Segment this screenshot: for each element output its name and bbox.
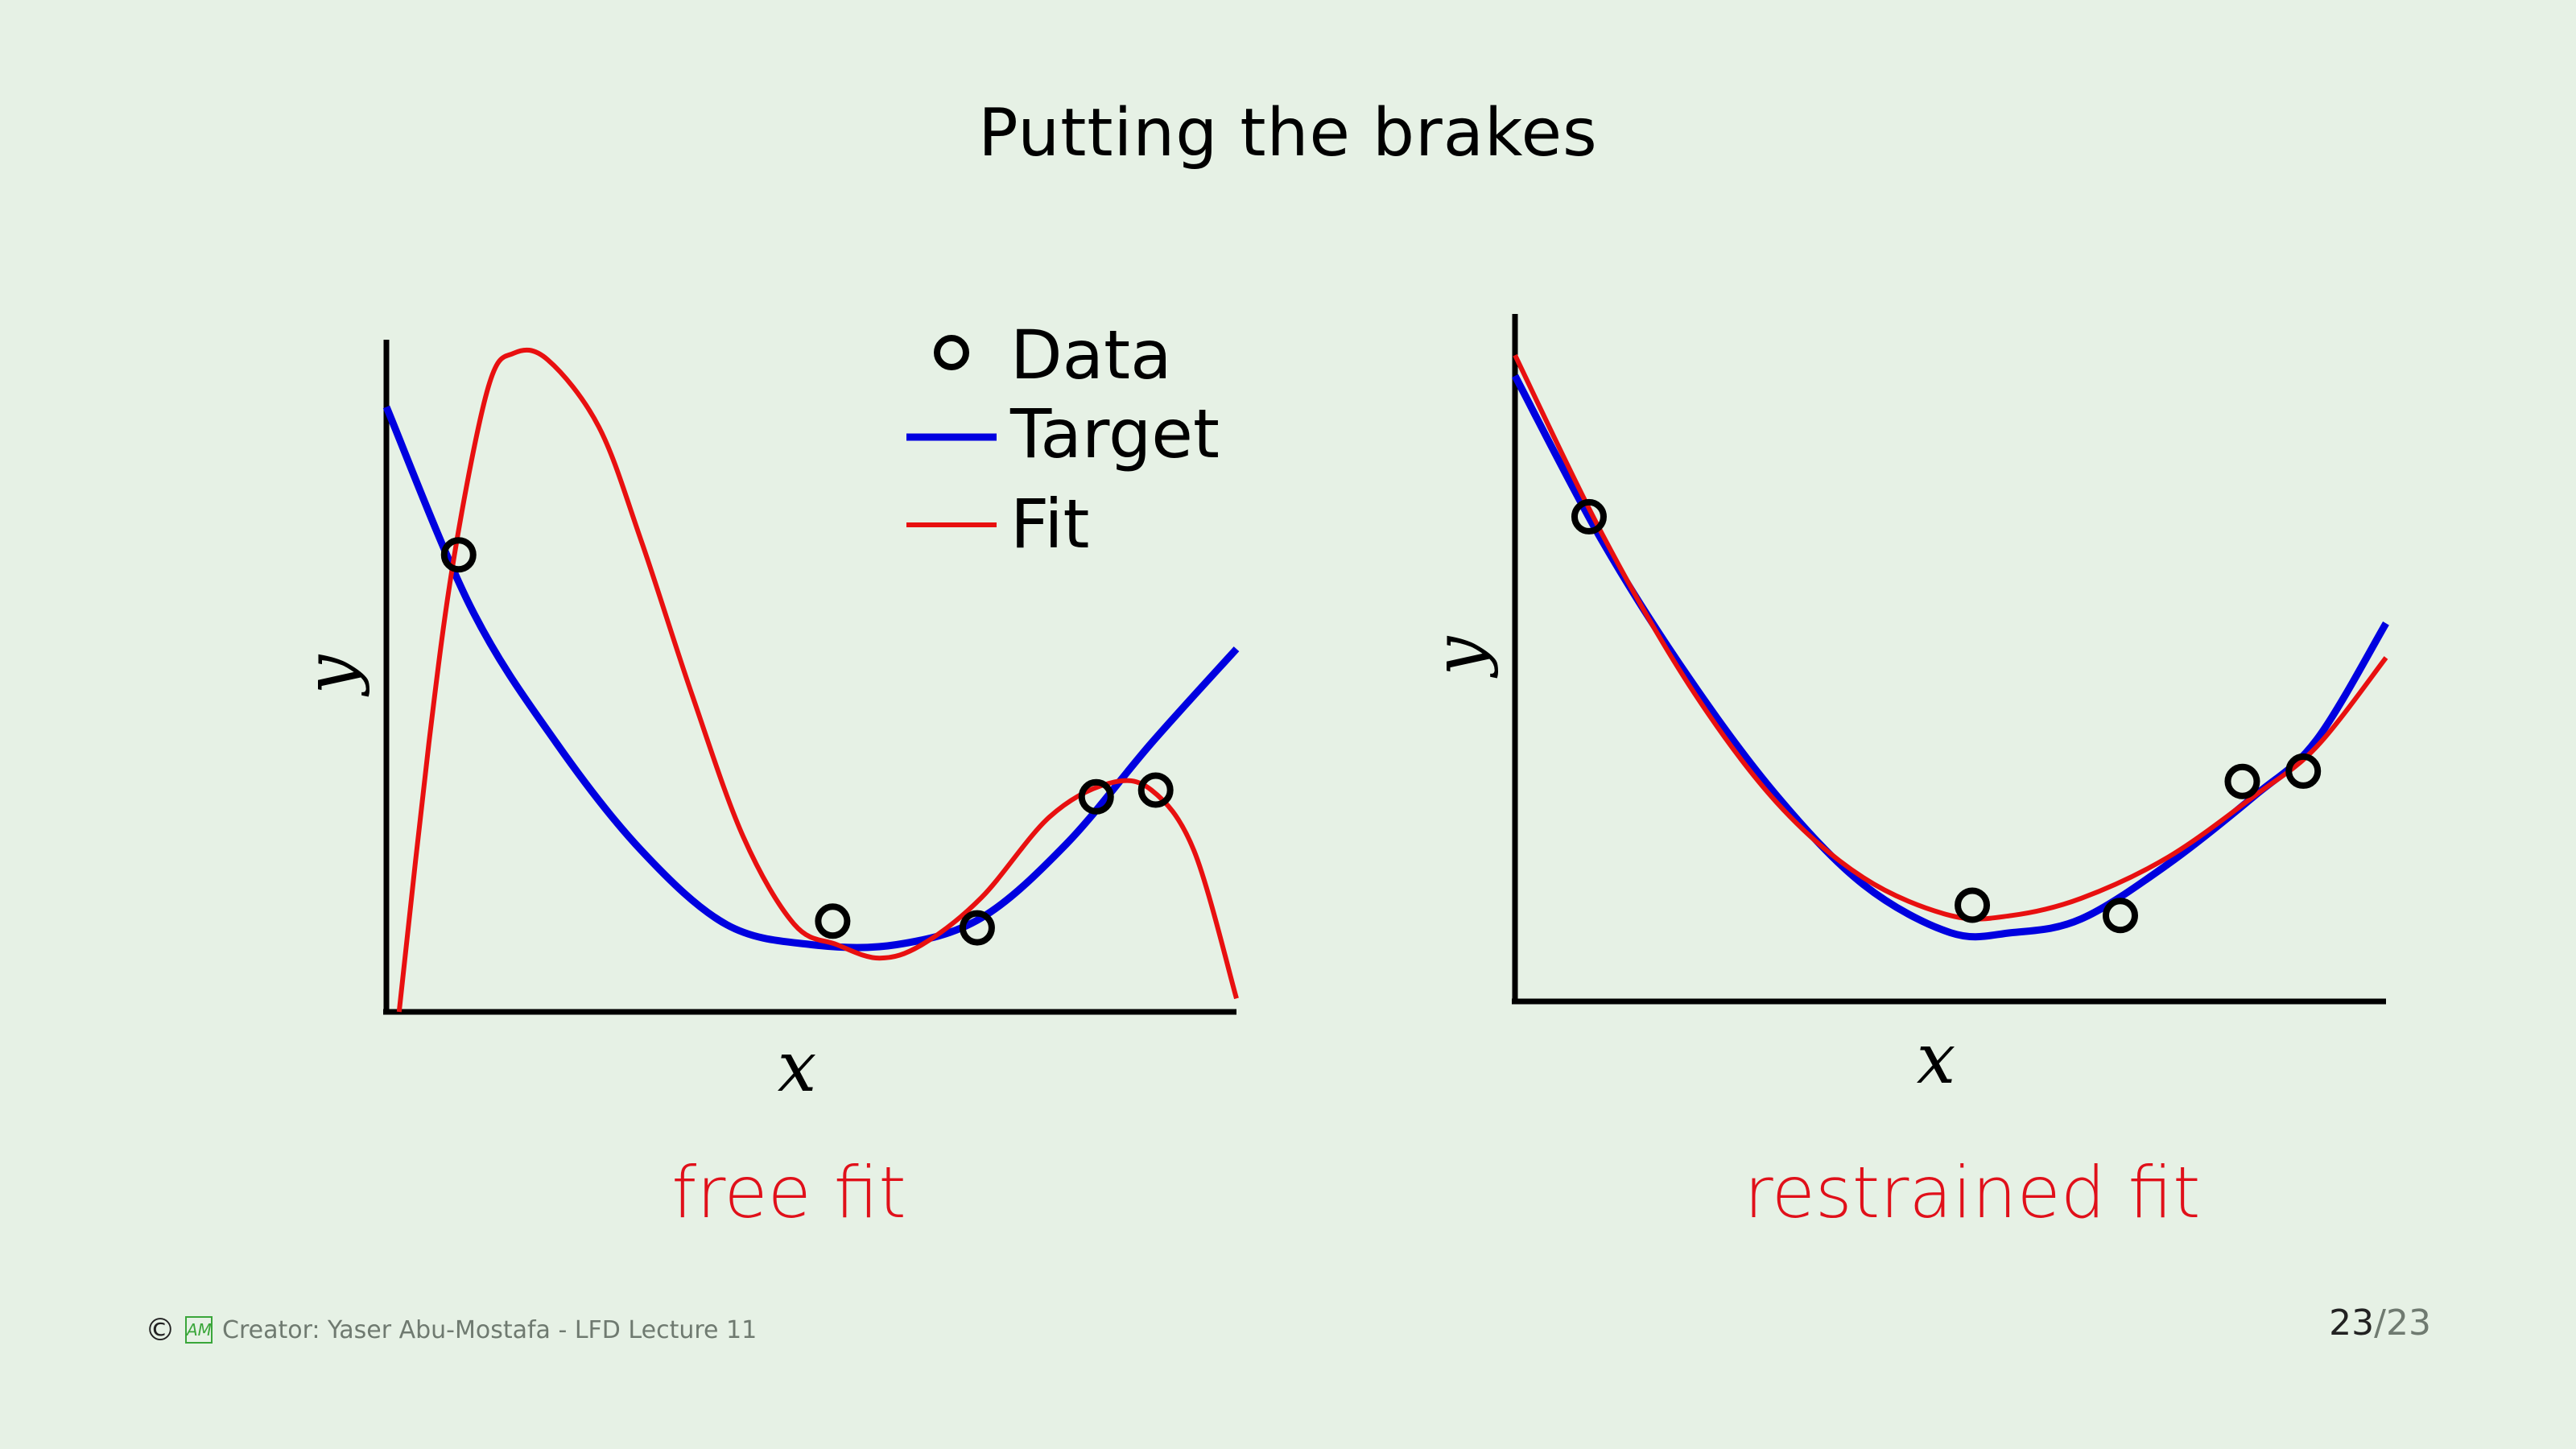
restrained-fit-axes	[1512, 314, 2386, 1005]
restrained-data-point-4	[2224, 763, 2260, 799]
restrained-data-point-2	[1955, 887, 1991, 923]
free-data-point-1	[440, 537, 477, 573]
restrained-data-point-5	[2285, 753, 2322, 789]
footer-credit-text: Creator: Yaser Abu-Mostafa - LFD Lecture…	[222, 1315, 758, 1344]
free-data-point-2	[815, 903, 851, 939]
free-fit-axes	[383, 340, 1236, 1015]
restrained-fit-caption: restrained fit	[1744, 1151, 2201, 1234]
legend-data-marker	[934, 335, 969, 370]
free-fit-data-points	[440, 537, 1174, 946]
restrained-fit-y-label: y	[1419, 635, 1500, 679]
copyright-icon: ©	[145, 1312, 175, 1348]
page-number: 23/23	[2329, 1302, 2431, 1344]
page-total: 23	[2386, 1302, 2431, 1344]
restrained-fit-fit-curve	[1513, 353, 2388, 922]
free-fit-x-label: x	[778, 1027, 817, 1108]
legend-data-label: Data	[1010, 316, 1172, 394]
slide-title: Putting the brakes	[978, 95, 1598, 171]
restrained-data-point-1	[1571, 498, 1607, 535]
restrained-fit-target-curve	[1512, 374, 2389, 941]
free-fit-y-label: y	[291, 654, 371, 697]
restrained-fit-x-label: x	[1917, 1019, 1956, 1100]
legend-target-label: Target	[1009, 394, 1220, 473]
restrained-fit-data-points	[1571, 498, 2322, 934]
legend-fit-label: Fit	[1010, 485, 1089, 564]
lfd-logo-icon: AM	[185, 1316, 213, 1344]
free-fit-caption: free fit	[671, 1151, 906, 1234]
footer-credit: © AM Creator: Yaser Abu-Mostafa - LFD Le…	[145, 1312, 757, 1348]
free-data-point-4	[1078, 778, 1114, 815]
restrained-data-point-3	[2102, 898, 2138, 934]
free-data-point-5	[1137, 772, 1174, 808]
page-current: 23	[2329, 1302, 2375, 1344]
page-separator: /	[2374, 1302, 2386, 1344]
legend: Data Target Fit	[906, 316, 1220, 564]
free-data-point-3	[959, 910, 995, 946]
